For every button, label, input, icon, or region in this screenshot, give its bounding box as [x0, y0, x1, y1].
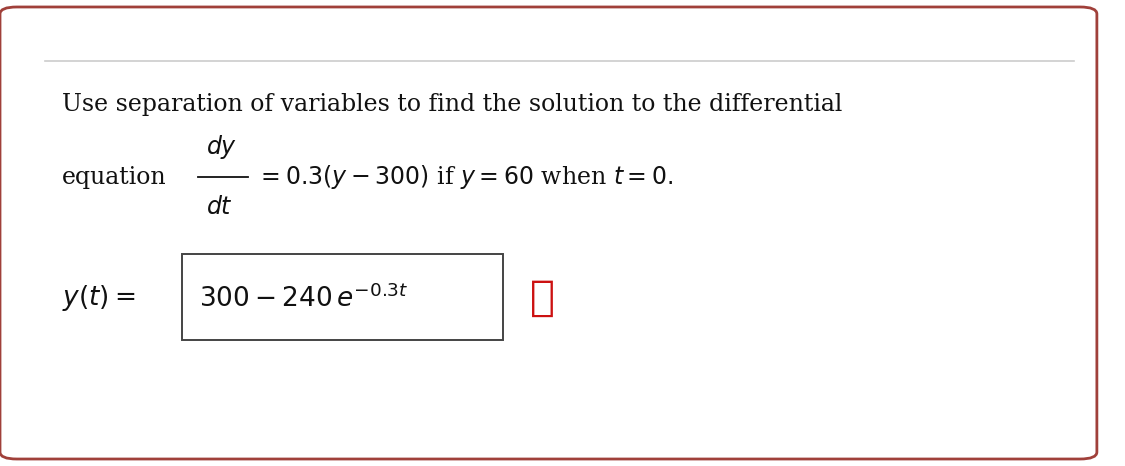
FancyBboxPatch shape: [182, 254, 503, 340]
Text: $300 - 240\, e^{-0.3t}$: $300 - 240\, e^{-0.3t}$: [199, 284, 408, 313]
Text: ✗: ✗: [530, 277, 555, 319]
Text: $dy$: $dy$: [206, 133, 237, 161]
Text: $y(t) =$: $y(t) =$: [62, 283, 135, 313]
Text: Use separation of variables to find the solution to the differential: Use separation of variables to find the …: [62, 93, 843, 116]
Text: equation: equation: [62, 165, 166, 189]
Text: $dt$: $dt$: [206, 196, 233, 219]
FancyBboxPatch shape: [0, 7, 1097, 459]
Text: $= 0.3(y - 300)$ if $y = 60$ when $t = 0.$: $= 0.3(y - 300)$ if $y = 60$ when $t = 0…: [256, 163, 674, 191]
